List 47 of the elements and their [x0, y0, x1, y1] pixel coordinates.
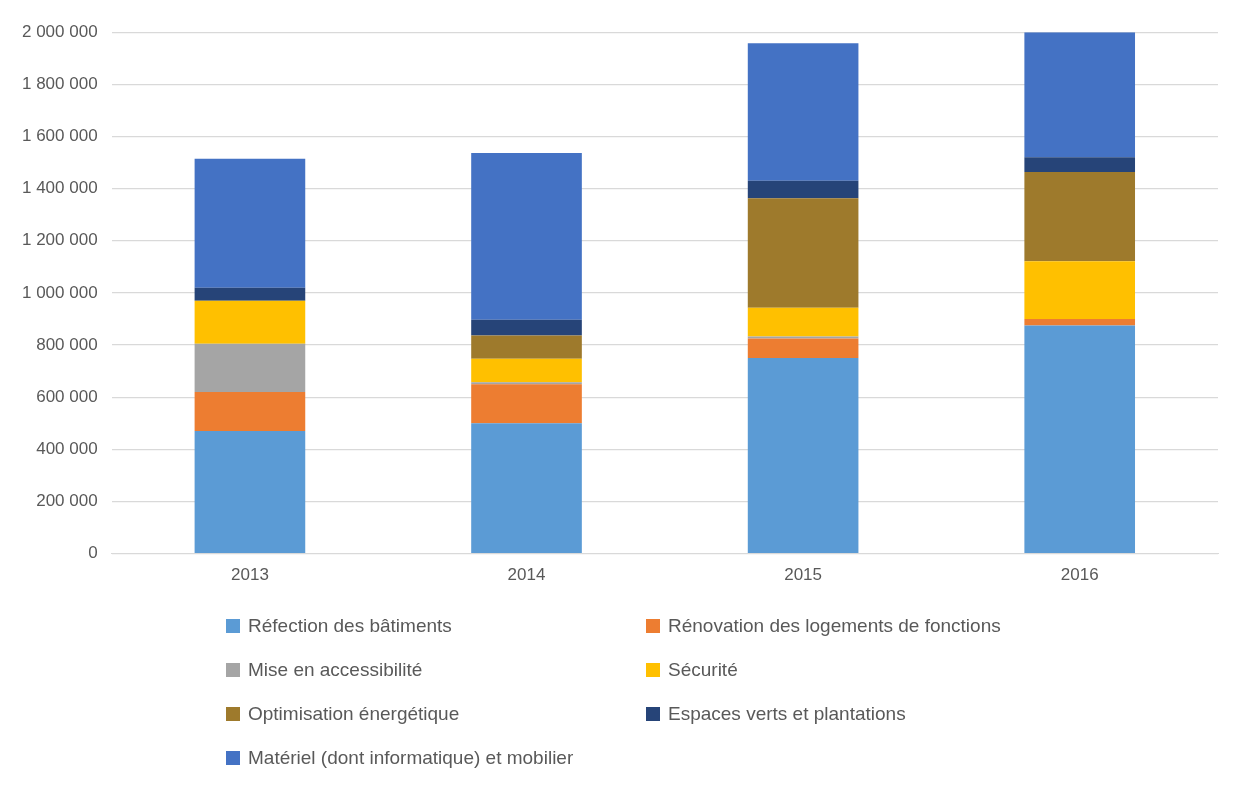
y-tick-label: 1 000 000	[21, 282, 98, 302]
bar	[1024, 261, 1136, 319]
bar	[747, 43, 859, 181]
bar	[194, 431, 306, 553]
bar	[1024, 325, 1136, 553]
legend-label: Espaces verts et plantations	[668, 703, 906, 725]
bar	[194, 391, 306, 432]
y-tick-label: 200 000	[36, 491, 98, 511]
bar	[1024, 318, 1136, 326]
bar	[1024, 157, 1136, 172]
bar	[471, 423, 582, 553]
x-tick-label: 2016	[1060, 565, 1099, 585]
bar	[747, 307, 859, 337]
bar	[747, 198, 859, 308]
legend-label: Rénovation des logements de fonctions	[668, 615, 1001, 637]
bar	[471, 319, 582, 336]
bar	[194, 343, 306, 392]
y-tick-label: 0	[88, 543, 98, 563]
y-tick-label: 2 000 000	[21, 21, 98, 41]
bar	[471, 152, 582, 320]
bar	[471, 384, 582, 424]
bar	[471, 358, 582, 383]
bar	[1024, 171, 1136, 262]
bar	[747, 180, 859, 199]
bar	[471, 335, 582, 359]
legend-label: Sécurité	[668, 659, 738, 681]
y-tick-label: 400 000	[36, 439, 98, 459]
x-tick-label: 2015	[784, 565, 823, 585]
legend-label: Matériel (dont informatique) et mobilier	[248, 747, 574, 769]
bar	[194, 158, 306, 288]
y-tick-label: 1 200 000	[21, 230, 98, 250]
y-tick-label: 1 800 000	[21, 74, 98, 94]
bar	[747, 338, 859, 359]
bar	[1024, 32, 1136, 158]
y-tick-label: 1 400 000	[21, 178, 98, 198]
y-tick-label: 600 000	[36, 386, 98, 406]
y-tick-label: 1 600 000	[21, 126, 98, 146]
x-tick-label: 2014	[507, 565, 546, 585]
legend-label: Optimisation énergétique	[248, 703, 460, 725]
x-tick-label: 2013	[231, 565, 269, 585]
legend-label: Réfection des bâtiments	[248, 615, 452, 637]
bar	[194, 287, 306, 301]
legend-label: Mise en accessibilité	[248, 659, 423, 681]
bar	[747, 336, 859, 339]
bar	[194, 300, 306, 344]
bar	[747, 358, 859, 553]
y-tick-label: 800 000	[36, 334, 98, 354]
